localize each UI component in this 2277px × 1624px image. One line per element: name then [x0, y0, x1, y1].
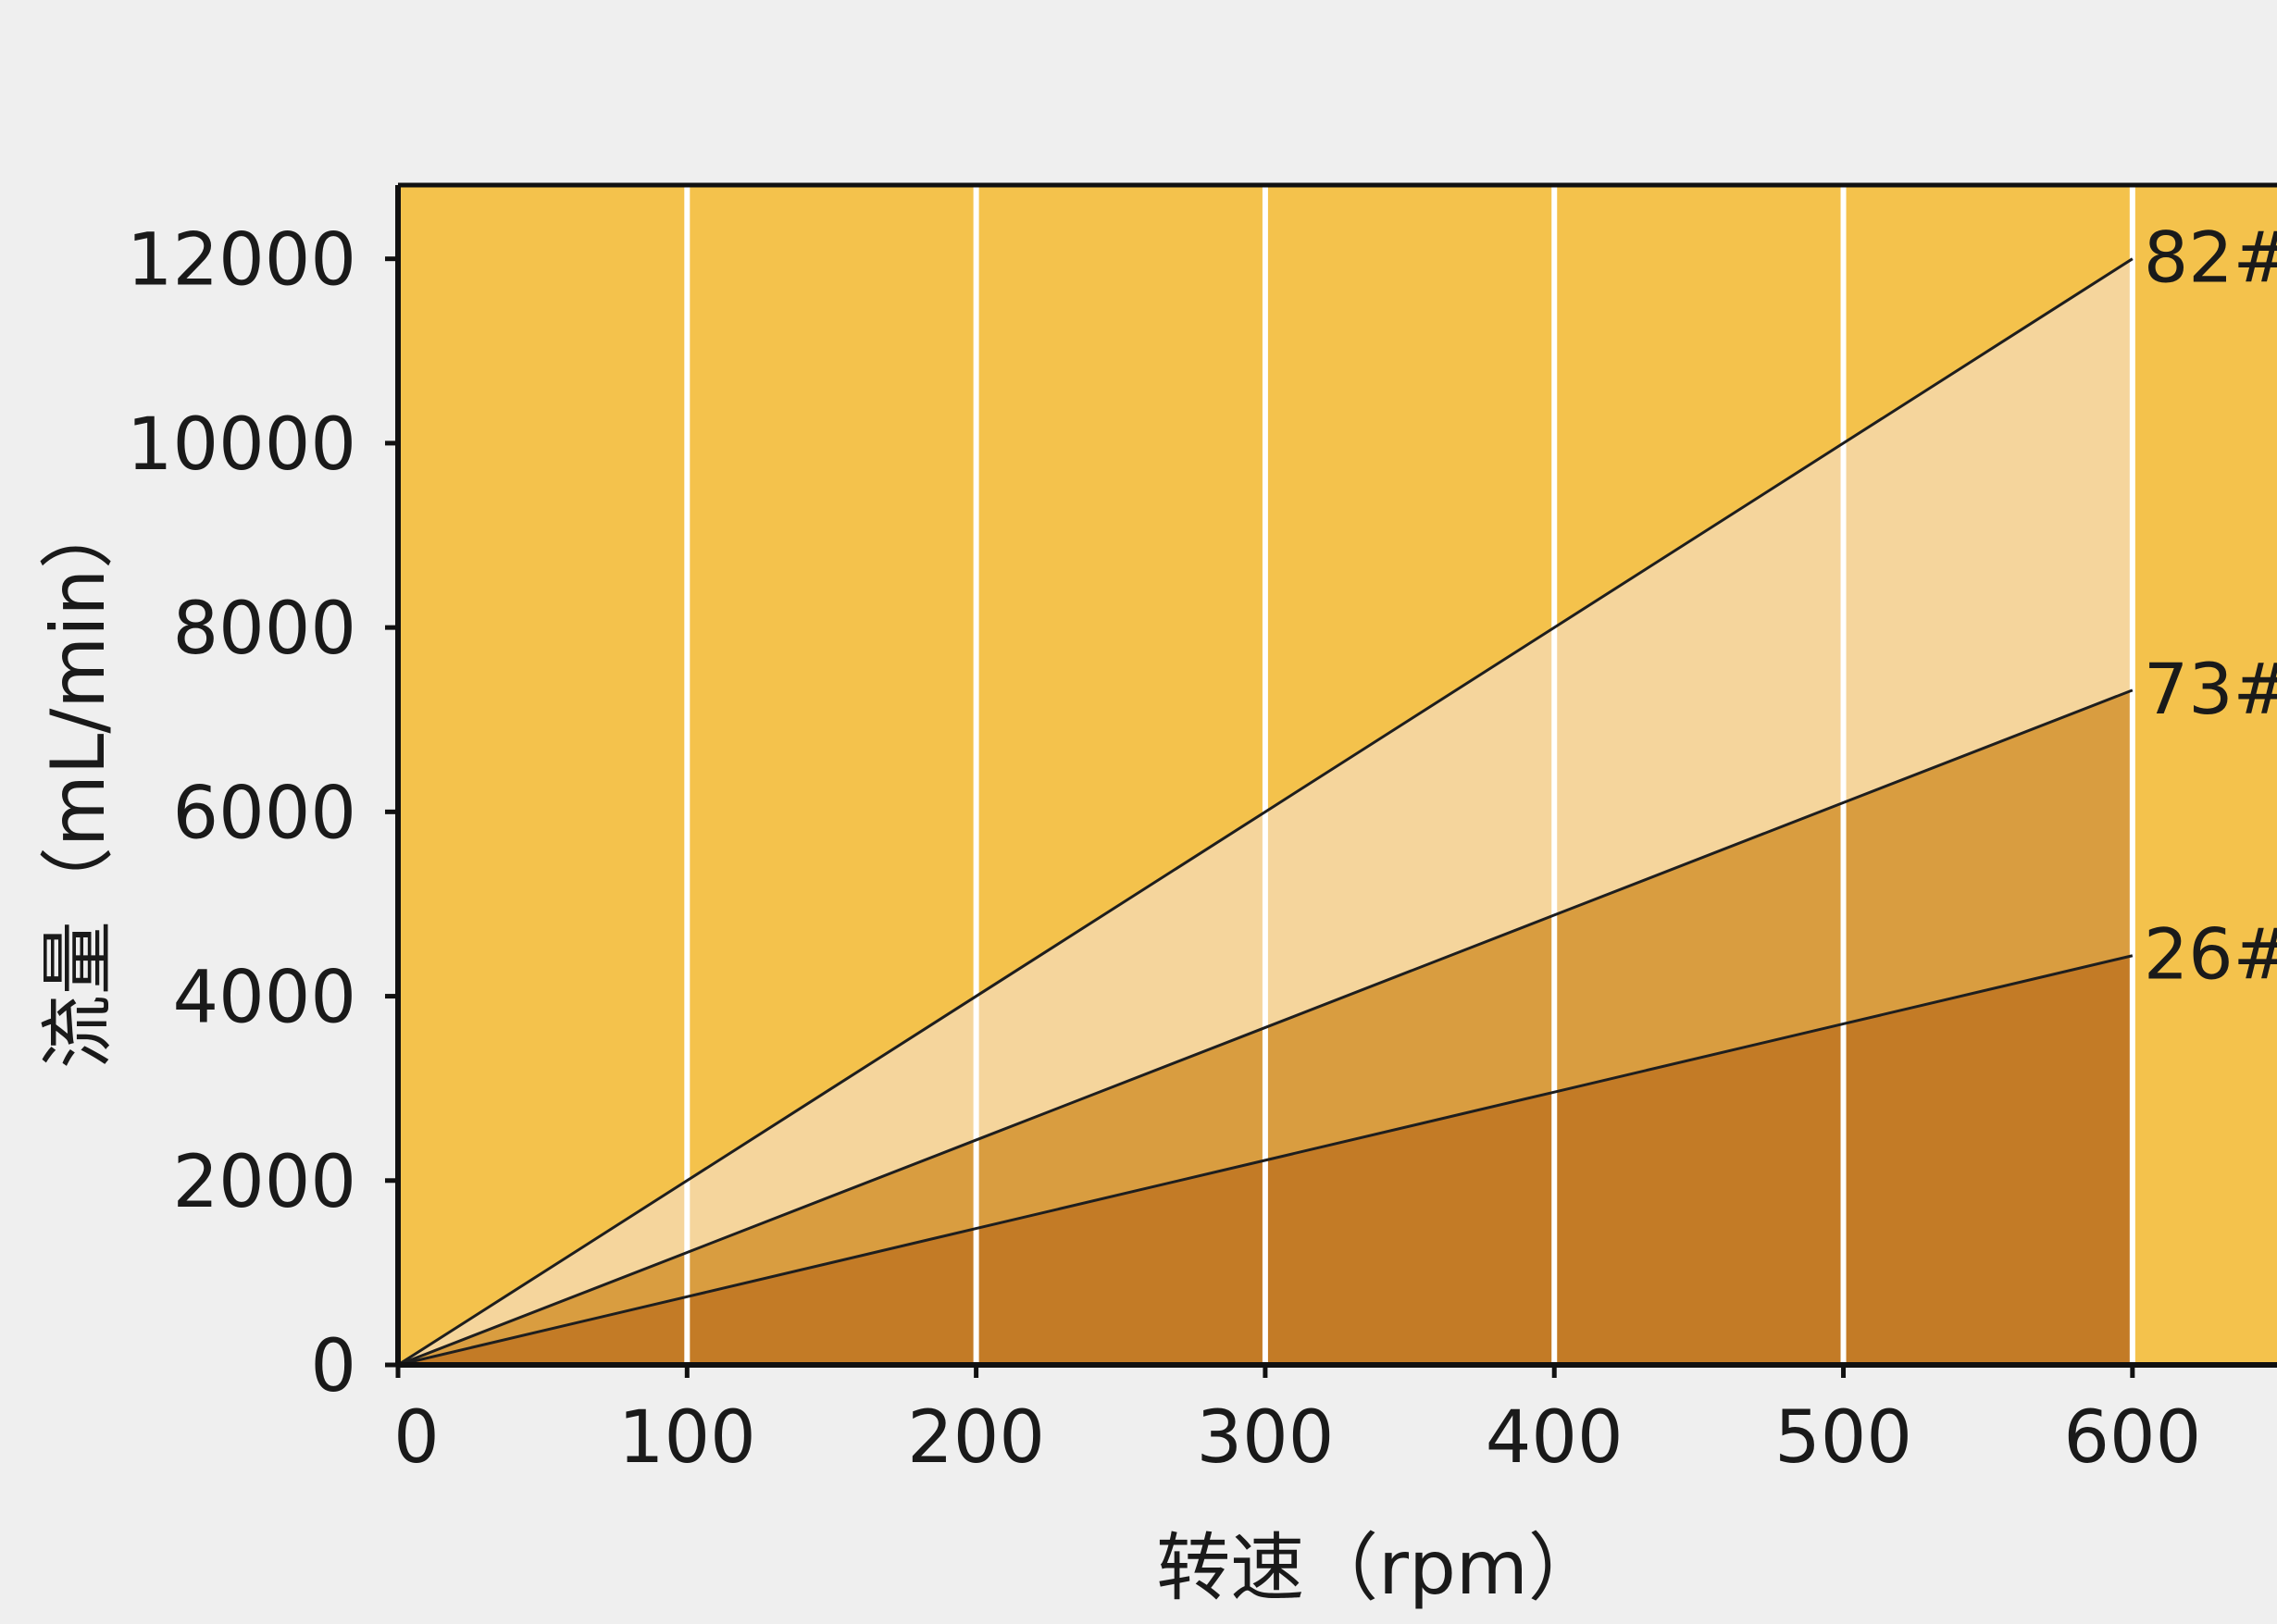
x-tick-label: 200 [907, 1396, 1045, 1480]
series-end-label-3: 26# [2144, 913, 2277, 996]
axes-layer [385, 182, 2277, 1378]
x-tick-label: 100 [618, 1396, 756, 1480]
y-tick-labels: 0 2000 4000 6000 8000 10000 12000 [127, 219, 356, 1408]
x-tick-label: 600 [2063, 1396, 2201, 1480]
y-tick-label: 10000 [127, 403, 356, 487]
y-tick-label: 12000 [127, 219, 356, 303]
x-tick-labels: 0 100 200 300 400 500 600 [393, 1396, 2201, 1480]
y-tick-label: 0 [310, 1325, 356, 1408]
series-line-layer [397, 257, 2134, 1367]
series-line-3 [397, 954, 2134, 1367]
gridline-layer [684, 185, 2135, 1365]
series-line-2 [397, 688, 2134, 1367]
y-tick-label: 8000 [172, 588, 356, 671]
x-tick-label: 300 [1196, 1396, 1334, 1480]
x-tick-label: 400 [1486, 1396, 1624, 1480]
y-tick-label: 6000 [172, 772, 356, 855]
y-axis-label: 流量（mL/min） [35, 495, 121, 1069]
x-tick-label: 500 [1774, 1396, 1912, 1480]
y-tick-label: 2000 [172, 1141, 356, 1224]
x-tick-label: 0 [393, 1396, 440, 1480]
series-end-label-2: 73# [2144, 648, 2277, 730]
x-axis-label: 转速（rpm） [1156, 1525, 1602, 1611]
series-labels: 82# 73# 26# [2144, 217, 2277, 996]
series-end-label-1: 82# [2144, 217, 2277, 299]
y-tick-label: 4000 [172, 957, 356, 1040]
series-line-1 [397, 257, 2134, 1367]
